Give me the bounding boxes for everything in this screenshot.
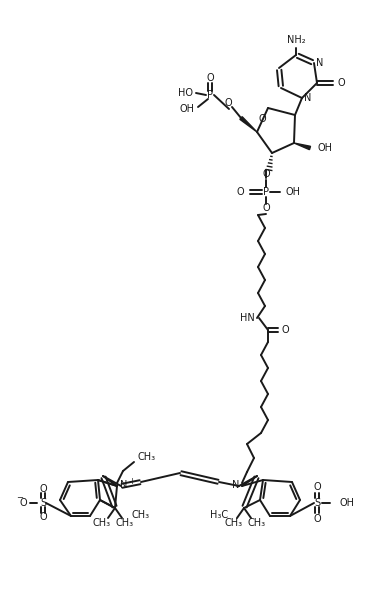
Text: NH₂: NH₂ xyxy=(287,35,305,45)
Text: H₃C: H₃C xyxy=(210,510,228,520)
Text: HN: HN xyxy=(240,313,255,323)
Text: O: O xyxy=(313,514,321,524)
Text: +: + xyxy=(128,477,135,487)
Text: O: O xyxy=(262,203,270,213)
Text: CH₃: CH₃ xyxy=(138,452,156,462)
Text: P: P xyxy=(207,90,213,100)
Text: CH₃: CH₃ xyxy=(131,510,149,520)
Text: P: P xyxy=(263,187,269,197)
Text: O: O xyxy=(39,484,47,494)
Text: CH₃: CH₃ xyxy=(248,518,266,528)
Text: OH: OH xyxy=(180,104,195,114)
Text: O: O xyxy=(338,78,346,88)
Text: O: O xyxy=(206,73,214,83)
Text: O: O xyxy=(39,512,47,522)
Text: OH: OH xyxy=(318,143,333,153)
Text: S: S xyxy=(40,498,46,508)
Text: CH₃: CH₃ xyxy=(116,518,134,528)
Text: N: N xyxy=(316,58,323,68)
Text: N: N xyxy=(232,480,239,490)
Text: O: O xyxy=(281,325,289,335)
Text: N: N xyxy=(120,480,127,490)
Polygon shape xyxy=(240,117,257,132)
Text: −: − xyxy=(17,493,24,503)
Text: O: O xyxy=(258,114,266,124)
Text: S: S xyxy=(314,498,320,508)
Text: CH₃: CH₃ xyxy=(93,518,111,528)
Text: HO: HO xyxy=(178,88,193,98)
Text: N: N xyxy=(304,93,312,103)
Text: CH₃: CH₃ xyxy=(225,518,243,528)
Text: O: O xyxy=(236,187,244,197)
Text: O: O xyxy=(224,98,232,108)
Text: OH: OH xyxy=(339,498,354,508)
Text: O: O xyxy=(262,169,270,179)
Text: O: O xyxy=(19,498,27,508)
Text: O: O xyxy=(313,482,321,492)
Text: OH: OH xyxy=(286,187,301,197)
Polygon shape xyxy=(294,143,310,150)
